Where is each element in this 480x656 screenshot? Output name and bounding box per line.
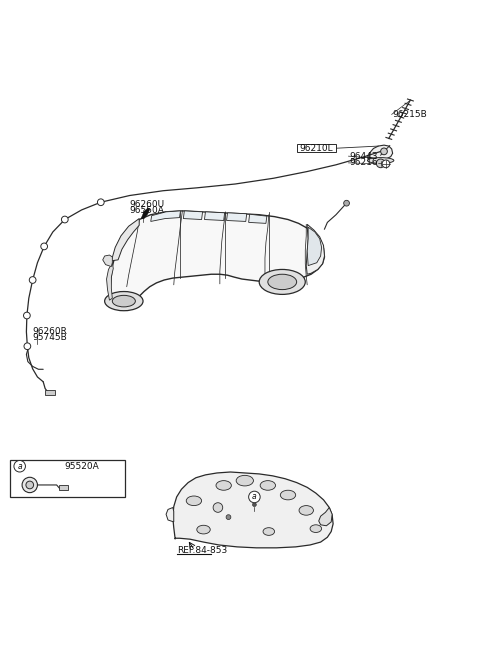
Polygon shape — [103, 255, 112, 266]
Polygon shape — [227, 213, 247, 222]
Text: 96443: 96443 — [349, 152, 378, 161]
Circle shape — [249, 491, 260, 502]
Text: a: a — [252, 493, 257, 501]
Circle shape — [61, 216, 68, 223]
Circle shape — [14, 461, 25, 472]
Ellipse shape — [105, 291, 143, 311]
Text: 96260U: 96260U — [130, 199, 165, 209]
Text: 96210L: 96210L — [300, 144, 333, 153]
Polygon shape — [319, 508, 332, 525]
FancyBboxPatch shape — [59, 485, 68, 490]
Text: 96215B: 96215B — [393, 110, 427, 119]
Polygon shape — [166, 508, 174, 522]
Ellipse shape — [310, 525, 322, 533]
Circle shape — [226, 515, 231, 520]
Text: 95745B: 95745B — [33, 333, 67, 342]
Text: 96260R: 96260R — [33, 327, 68, 336]
Polygon shape — [183, 211, 203, 220]
Circle shape — [376, 159, 385, 168]
Circle shape — [381, 148, 387, 155]
Circle shape — [252, 502, 256, 506]
Text: REF.84-853: REF.84-853 — [177, 546, 227, 555]
Circle shape — [29, 277, 36, 283]
Circle shape — [26, 481, 34, 489]
Text: 96550A: 96550A — [130, 206, 165, 215]
Ellipse shape — [259, 270, 305, 295]
Ellipse shape — [236, 476, 253, 486]
Circle shape — [382, 160, 390, 168]
Polygon shape — [204, 212, 225, 220]
Ellipse shape — [280, 490, 296, 500]
Polygon shape — [249, 215, 267, 223]
Circle shape — [24, 343, 31, 350]
Polygon shape — [306, 224, 324, 274]
Polygon shape — [307, 227, 322, 266]
Polygon shape — [173, 472, 333, 548]
Text: 95520A: 95520A — [65, 462, 99, 471]
Circle shape — [24, 312, 30, 319]
Circle shape — [344, 200, 349, 206]
Ellipse shape — [216, 481, 231, 490]
Ellipse shape — [197, 525, 210, 534]
Circle shape — [41, 243, 48, 250]
Polygon shape — [107, 262, 113, 300]
Circle shape — [97, 199, 104, 205]
Polygon shape — [45, 390, 55, 395]
Circle shape — [22, 478, 37, 493]
Text: a: a — [17, 462, 22, 471]
Ellipse shape — [263, 527, 275, 535]
Polygon shape — [141, 208, 150, 218]
Polygon shape — [111, 218, 139, 261]
Ellipse shape — [299, 506, 313, 515]
Ellipse shape — [260, 481, 276, 490]
FancyBboxPatch shape — [10, 461, 125, 497]
FancyBboxPatch shape — [297, 144, 336, 152]
Polygon shape — [109, 211, 324, 307]
Polygon shape — [151, 211, 180, 222]
Ellipse shape — [268, 274, 297, 289]
Polygon shape — [369, 145, 393, 159]
Ellipse shape — [368, 157, 394, 163]
Ellipse shape — [112, 295, 135, 307]
Circle shape — [213, 502, 223, 512]
Text: 96216: 96216 — [349, 158, 378, 167]
Ellipse shape — [186, 496, 202, 506]
